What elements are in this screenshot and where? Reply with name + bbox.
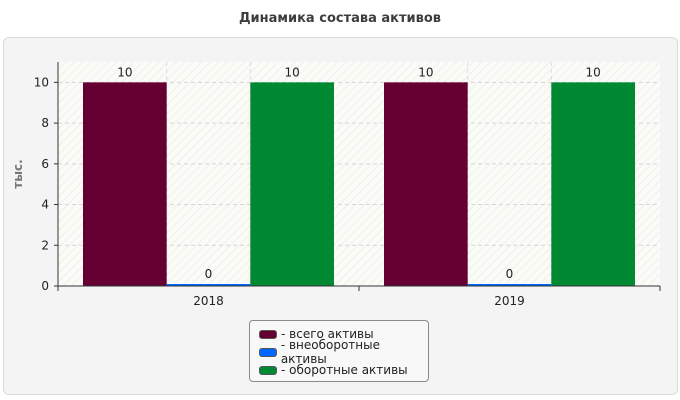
data-label: 10: [117, 65, 132, 79]
y-tick-label: 6: [41, 157, 49, 171]
chart-title: Динамика состава активов: [238, 11, 442, 26]
legend-item: - всего активы: [259, 325, 428, 343]
y-axis-title: тыс.: [11, 159, 25, 188]
y-tick-label: 8: [41, 116, 49, 130]
x-tick-label: 2018: [193, 294, 224, 308]
data-label: 10: [586, 65, 601, 79]
legend-label: - всего активы: [281, 327, 374, 341]
legend-swatch: [259, 347, 277, 357]
y-tick-label: 4: [41, 198, 49, 212]
bar: [166, 284, 251, 286]
data-label: 10: [418, 65, 433, 79]
data-label: 0: [205, 267, 213, 281]
bar: [467, 284, 552, 286]
legend-item: - оборотные активы: [259, 361, 428, 379]
legend-item: - внеоборотные активы: [259, 338, 428, 366]
bar: [551, 82, 635, 286]
bar: [83, 82, 167, 286]
data-label: 0: [506, 267, 514, 281]
y-tick-label: 10: [34, 75, 49, 89]
legend-swatch: [259, 329, 277, 339]
legend-label: - оборотные активы: [281, 363, 408, 377]
y-tick-label: 2: [41, 238, 49, 252]
y-tick-label: 0: [41, 279, 49, 293]
legend-label: - внеоборотные активы: [280, 338, 380, 366]
bar: [384, 82, 468, 286]
legend-swatch: [259, 365, 277, 375]
bar: [250, 82, 334, 286]
data-label: 10: [285, 65, 300, 79]
x-tick-label: 2019: [494, 294, 525, 308]
chart-legend: - всего активы - внеоборотные активы - обо…: [249, 320, 429, 382]
